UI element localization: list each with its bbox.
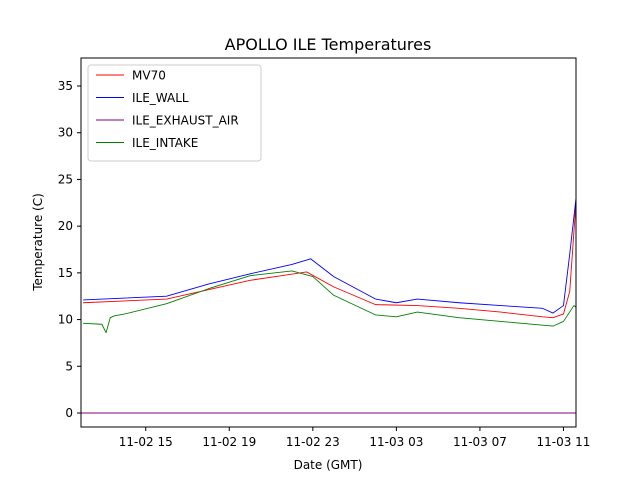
legend-label: ILE_EXHAUST_AIR	[132, 114, 239, 128]
y-tick-label: 20	[58, 219, 73, 233]
y-tick-label: 35	[58, 79, 73, 93]
plot-frame	[80, 57, 577, 428]
y-tick-label: 25	[58, 172, 73, 186]
series-line-mv70	[83, 195, 576, 319]
legend: MV70 ILE_WALL ILE_EXHAUST_AIR ILE_INTAKE	[87, 64, 262, 162]
x-tick-label: 11-03 07	[453, 435, 507, 449]
x-axis-ticks: 11-02 15 11-02 19 11-02 23 11-03 03 11-03 07…	[119, 427, 590, 449]
legend-label: MV70	[132, 69, 166, 83]
series-line-ile-wall	[83, 197, 576, 314]
legend-box	[87, 64, 262, 162]
y-tick-label: 10	[58, 313, 73, 327]
y-axis-ticks: 0 5 10 15 20 25 30 35	[58, 79, 81, 420]
x-tick-label: 11-03 03	[369, 435, 423, 449]
y-tick-label: 15	[58, 266, 73, 280]
y-tick-label: 0	[65, 406, 73, 420]
legend-label: ILE_WALL	[132, 91, 189, 105]
y-tick-label: 5	[65, 359, 73, 373]
x-tick-label: 11-02 15	[119, 435, 173, 449]
y-axis-label: Temperature (C)	[31, 193, 45, 292]
x-tick-label: 11-03 11	[536, 435, 590, 449]
x-tick-label: 11-02 19	[202, 435, 256, 449]
series-line-ile-intake	[83, 270, 576, 334]
y-tick-label: 30	[58, 126, 73, 140]
series-layer	[81, 195, 576, 414]
legend-label: ILE_INTAKE	[132, 136, 198, 150]
x-tick-label: 11-02 23	[286, 435, 340, 449]
chart-title: APOLLO ILE Temperatures	[225, 35, 432, 54]
x-axis-label: Date (GMT)	[294, 458, 363, 472]
